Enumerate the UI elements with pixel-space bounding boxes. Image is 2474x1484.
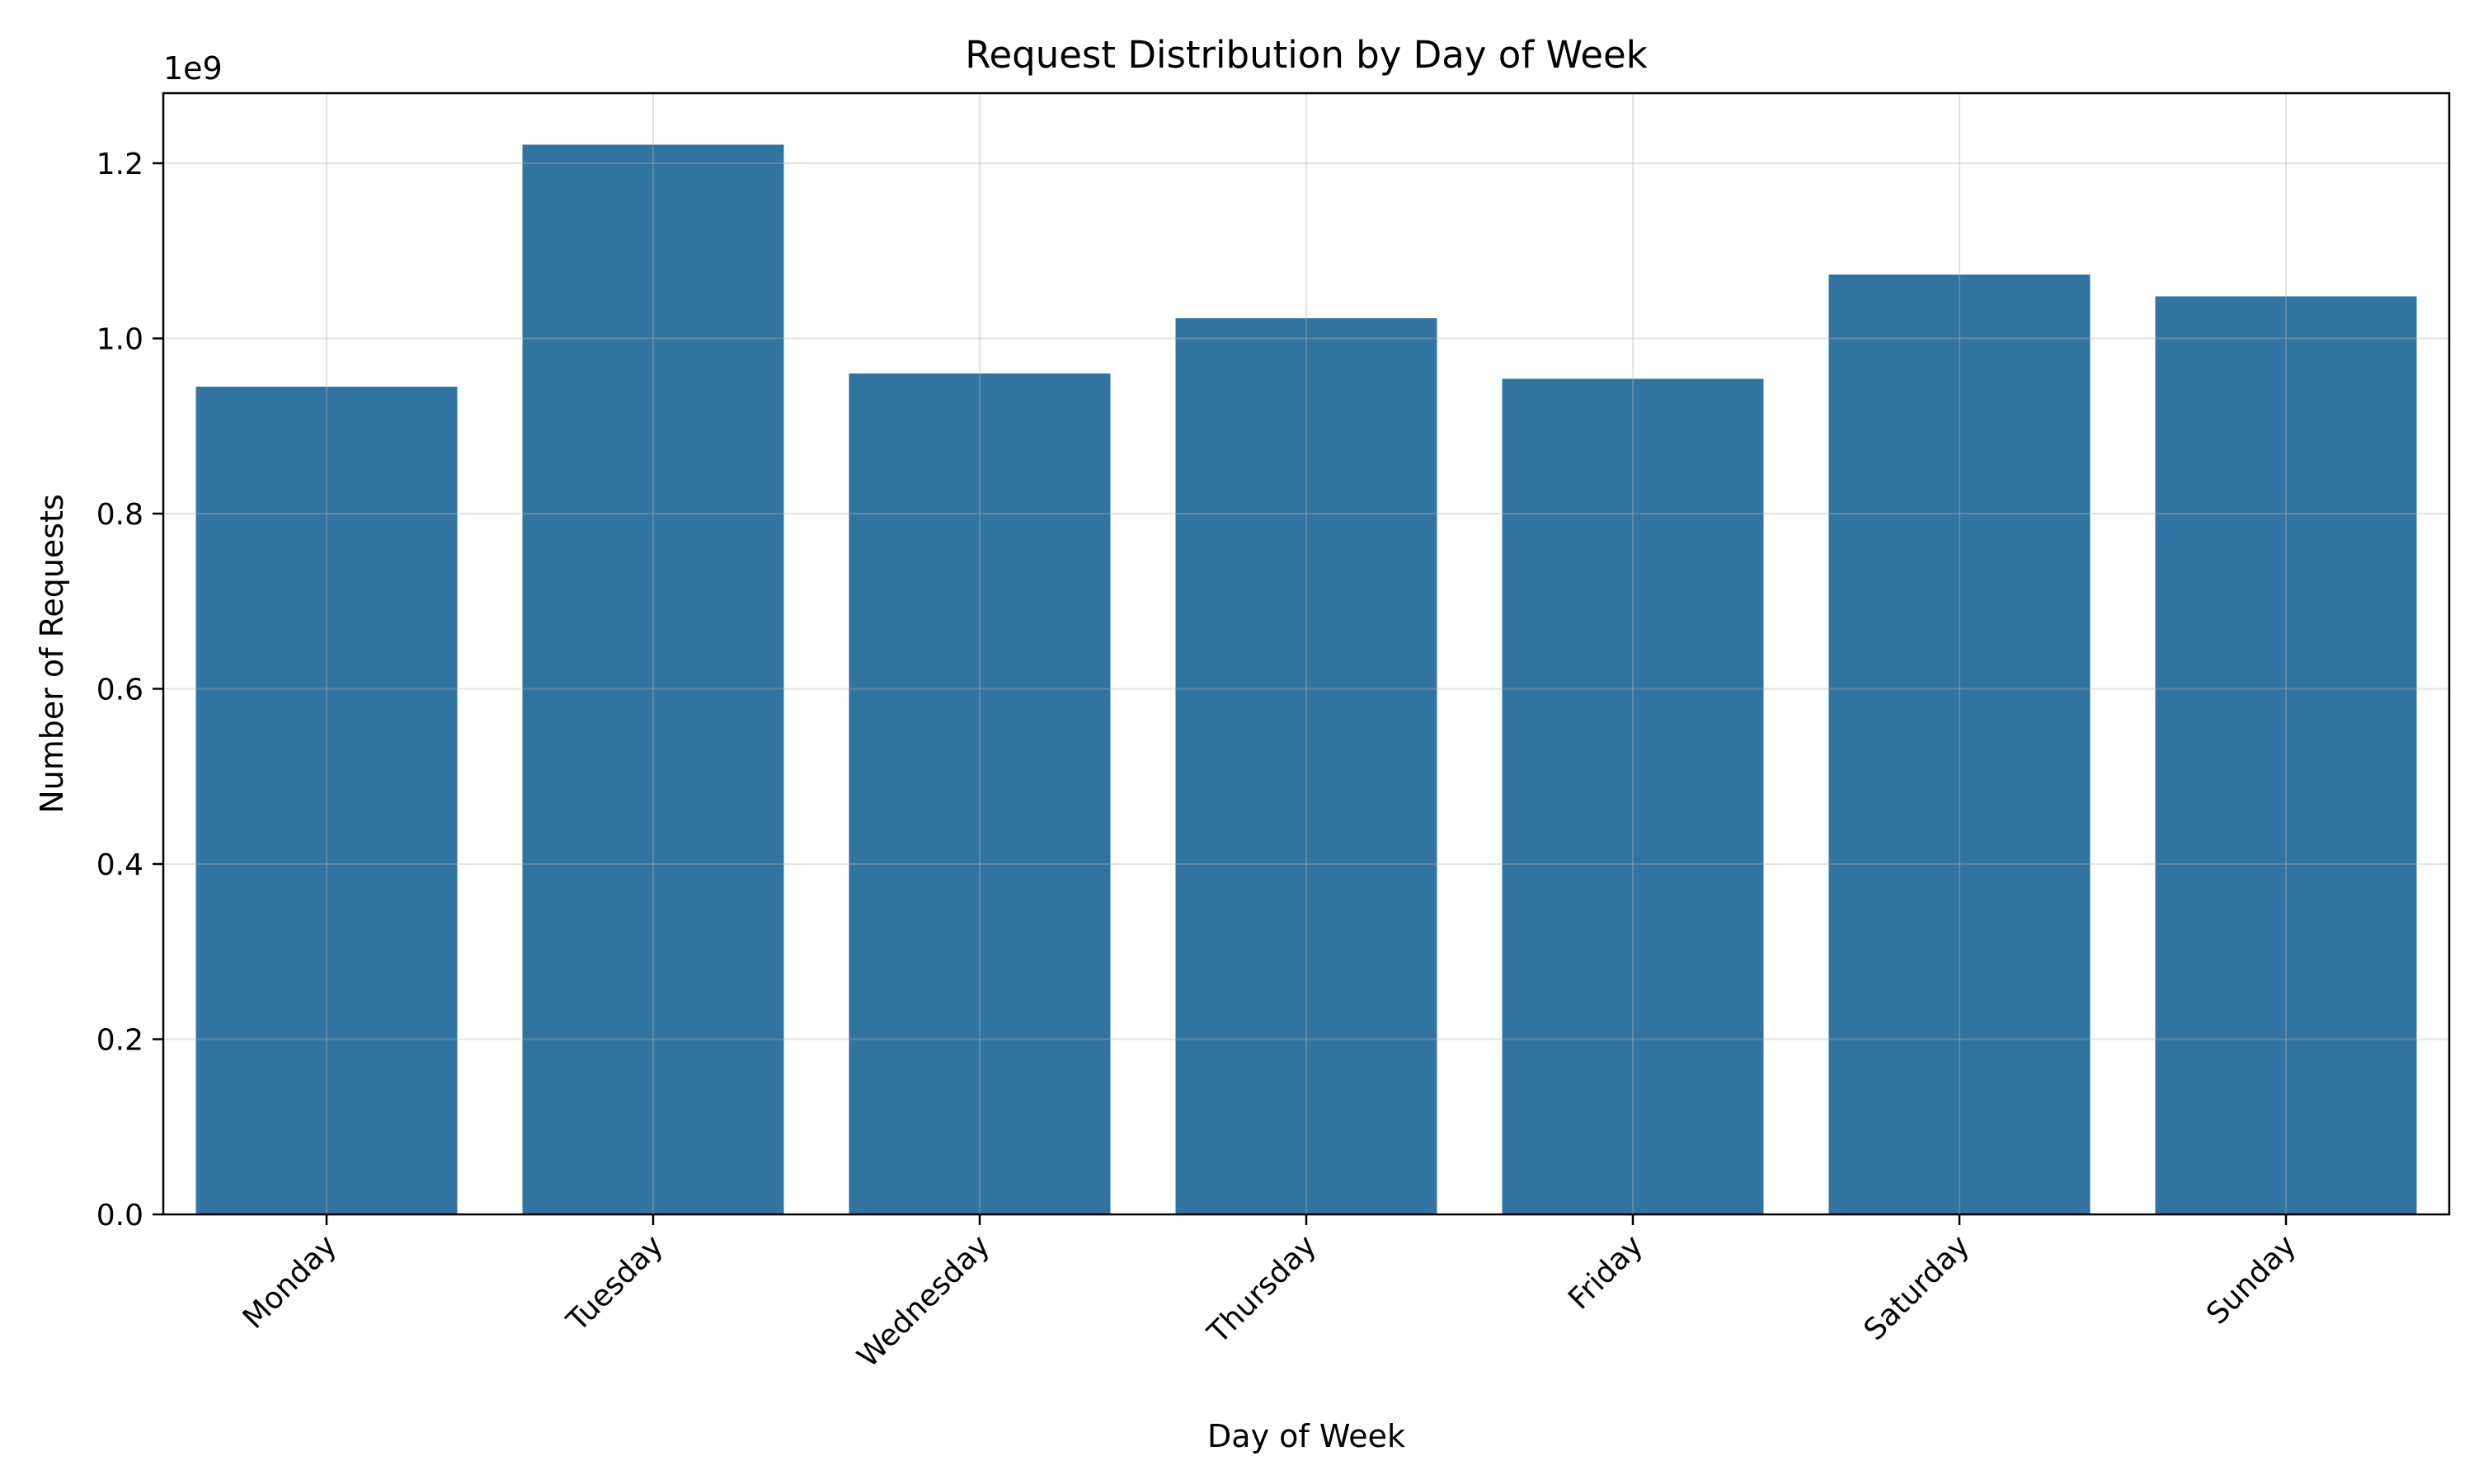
chart-title: Request Distribution by Day of Week (965, 33, 1648, 77)
y-axis-label: Number of Requests (34, 494, 70, 814)
x-tick-label-wednesday: Wednesday (851, 1228, 996, 1374)
x-tick-label-thursday: Thursday (1201, 1228, 1323, 1350)
y-tick-label: 0.4 (96, 848, 143, 882)
y-offset-label: 1e9 (163, 50, 223, 87)
bar-friday (1502, 378, 1764, 1214)
plot-area: 0.0 0.2 0.4 0.6 0.8 1.0 1.2 Monday Tuesday Wednes… (96, 92, 2451, 1374)
bar-saturday (1828, 274, 2091, 1214)
y-tick-label: 1.0 (96, 323, 143, 357)
x-tick-label-friday: Friday (1562, 1228, 1649, 1316)
bar-monday (195, 386, 458, 1214)
x-tick-label-tuesday: Tuesday (560, 1228, 670, 1338)
y-tick-label: 1.2 (96, 148, 143, 181)
y-tick-label: 0.6 (96, 674, 143, 707)
bar-wednesday (849, 373, 1111, 1214)
x-tick-label-monday: Monday (237, 1228, 343, 1335)
bar-thursday (1175, 318, 1437, 1214)
y-tick-label: 0.0 (96, 1199, 143, 1233)
y-tick-label: 0.2 (96, 1024, 143, 1058)
bar-tuesday (522, 144, 784, 1214)
y-tick-label: 0.8 (96, 498, 143, 532)
x-tick-label-saturday: Saturday (1858, 1228, 1977, 1347)
bar-sunday (2155, 296, 2417, 1214)
x-axis-label: Day of Week (1207, 1418, 1405, 1454)
x-tick-label-sunday: Sunday (2200, 1228, 2302, 1331)
